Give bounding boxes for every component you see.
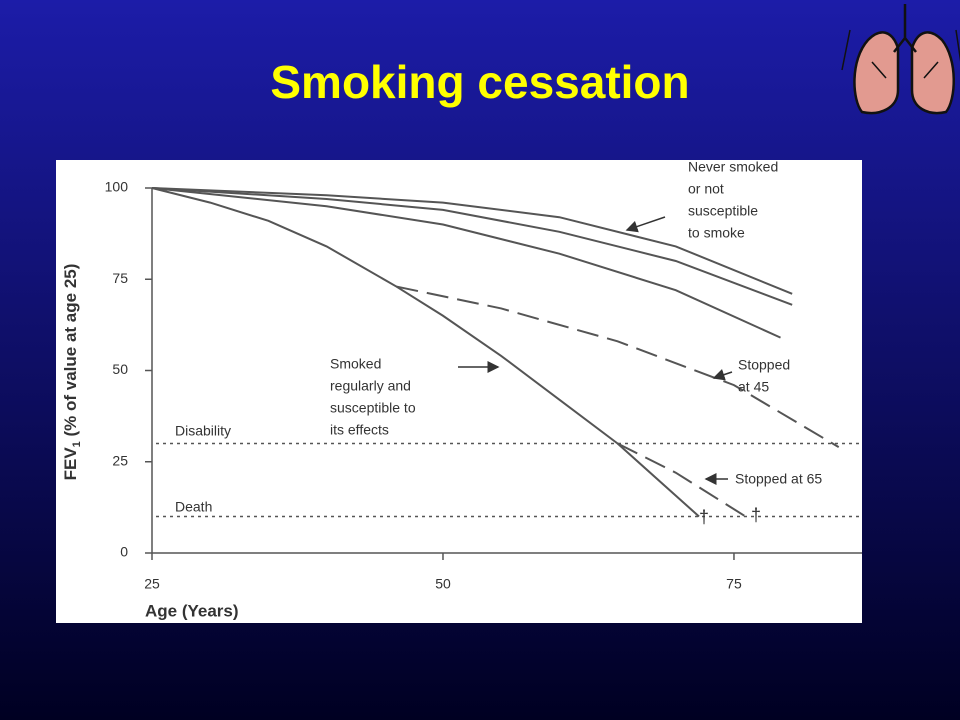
line-series xyxy=(151,187,700,518)
annotation: susceptible to xyxy=(330,400,416,416)
annotation: or not xyxy=(688,181,724,197)
death-mark: † xyxy=(751,505,761,525)
line-series xyxy=(151,187,793,295)
y-tick-label: 75 xyxy=(112,270,128,286)
annotation: Smoked xyxy=(330,356,381,372)
line-series xyxy=(396,285,840,449)
y-axis-label: FEV1 (% of value at age 25) xyxy=(61,264,82,481)
x-tick-label: 75 xyxy=(726,576,742,592)
annotation: its effects xyxy=(330,422,389,438)
annotation-arrows xyxy=(458,216,733,485)
annotation: regularly and xyxy=(330,378,411,394)
x-tick-label: 25 xyxy=(144,576,160,592)
y-axis-label-part: (% of value at age 25) xyxy=(61,264,80,442)
arrow xyxy=(625,216,666,233)
y-tick-label: 0 xyxy=(120,544,128,560)
reference-line-label: Death xyxy=(175,499,212,515)
x-axis-label: Age (Years) xyxy=(145,601,239,620)
line-series xyxy=(151,187,781,339)
chart-panel xyxy=(56,160,862,623)
y-tick-label: 100 xyxy=(105,179,129,195)
annotation: Stopped at 65 xyxy=(735,471,822,487)
line-series xyxy=(617,442,747,518)
reference-line-label: Disability xyxy=(175,423,231,439)
lungs-icon xyxy=(841,4,960,115)
line-series xyxy=(151,187,793,306)
annotation: Never smoked xyxy=(688,159,778,175)
plot-area: 0 25 50 75 100 25 50 75 Age (Years) FEV1 (% of va… xyxy=(61,159,862,620)
annotation: susceptible xyxy=(688,203,758,219)
y-tick-label: 50 xyxy=(112,361,128,377)
slide-title: Smoking cessation xyxy=(270,56,689,108)
death-mark: † xyxy=(699,507,709,527)
annotation: to smoke xyxy=(688,225,745,241)
annotation: at 45 xyxy=(738,379,769,395)
arrow xyxy=(712,368,733,381)
y-tick-label: 25 xyxy=(112,452,128,468)
annotation: Stopped xyxy=(738,357,790,373)
y-axis-label-part: 1 xyxy=(71,441,83,447)
x-tick-label: 50 xyxy=(435,576,451,592)
y-axis-label-part: FEV xyxy=(61,447,80,481)
